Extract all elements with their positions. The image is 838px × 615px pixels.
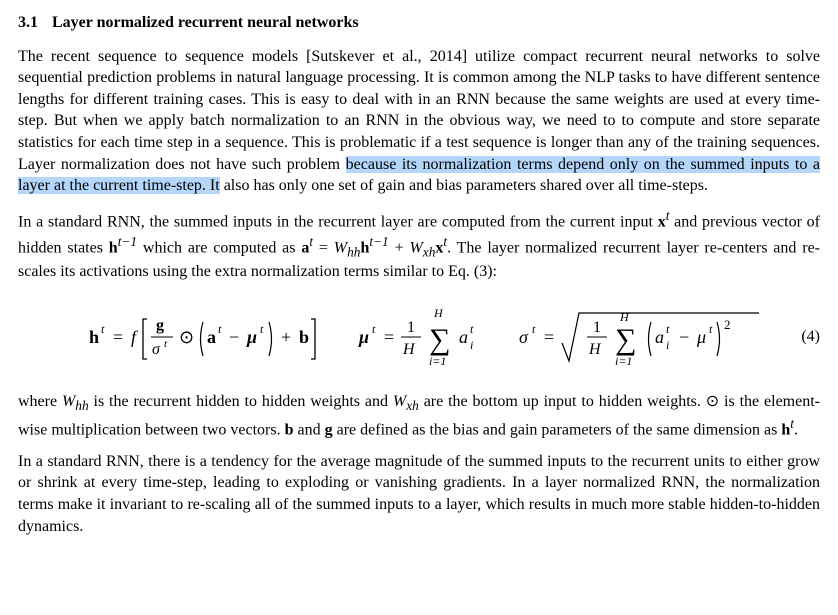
eq-a: a [207, 327, 216, 347]
p3-t2: is the recurrent hidden to hidden weight… [89, 393, 393, 410]
eq-sigma-t: t [164, 338, 168, 350]
eq-sum1: ∑ [429, 323, 450, 356]
eq-lparen1 [201, 322, 204, 356]
p3-sub1: hh [75, 398, 88, 413]
eq-one1: 1 [407, 319, 415, 336]
p2-t1: In a standard RNN, the summed inputs in … [18, 213, 658, 230]
eq-g: g [156, 317, 164, 334]
eq-lbracket [143, 319, 147, 359]
p2-m2: h [109, 239, 118, 256]
equation-number: (4) [801, 326, 820, 348]
p2-m6: W [409, 239, 422, 256]
p3-t6: . [794, 421, 798, 438]
paragraph-3: where Whh is the recurrent hidden to hid… [18, 391, 820, 441]
p2-s5: t−1 [369, 234, 388, 249]
eq-eq2: = [384, 327, 394, 347]
p3-m5: h [781, 421, 790, 438]
eq-mu-t: t [260, 322, 264, 336]
paragraph-1: The recent sequence to sequence models [… [18, 46, 820, 197]
eq-ai-i: i [470, 338, 473, 352]
eq-ai2-t: t [666, 322, 670, 336]
eq-sum1-bot: i=1 [429, 354, 446, 368]
p2-sub6: xh [423, 244, 436, 259]
eq-ai-t: t [470, 322, 474, 336]
eq-ai: a [459, 327, 468, 347]
eq-sigmat-t: t [532, 322, 536, 336]
eq-ht-sup: t [101, 322, 105, 336]
para1-post: also has only one set of gain and bias p… [220, 177, 708, 194]
eq-sigma: σ [152, 341, 161, 358]
p2-m1: x [658, 213, 666, 230]
eq-sum2: ∑ [615, 323, 636, 356]
eq-sigmat: σ [519, 327, 529, 347]
paragraph-4: In a standard RNN, there is a tendency f… [18, 451, 820, 537]
eq-minus1: − [229, 327, 239, 347]
p2-m4: W [334, 239, 347, 256]
p3-t4: and [294, 421, 325, 438]
eq-mu2: μ [696, 327, 706, 347]
eq-ai2-i: i [666, 338, 669, 352]
eq-ai2: a [655, 327, 664, 347]
eq-mut: μ [358, 327, 369, 347]
eq-b: b [299, 327, 309, 347]
para1-pre: The recent sequence to sequence models [… [18, 48, 820, 173]
p2-sub4: hh [347, 244, 360, 259]
eq-eq3: = [544, 327, 554, 347]
eq-H2: H [588, 341, 602, 358]
eq-rparen1 [269, 322, 272, 356]
p3-t1: where [18, 393, 62, 410]
p2-s2: t−1 [118, 234, 137, 249]
eq-mu2-t: t [709, 322, 713, 336]
p3-m4: g [325, 421, 333, 438]
eq-odot: ⊙ [179, 327, 194, 347]
paragraph-2: In a standard RNN, the summed inputs in … [18, 207, 820, 283]
p3-m3: b [285, 421, 294, 438]
p2-t4: = [313, 239, 334, 256]
eq-eq1: = [113, 327, 123, 347]
equation-4: h t = f g σ t ⊙ a t − μ t + b μ t [18, 297, 820, 377]
eq-rbracket [311, 319, 315, 359]
eq-sq: 2 [724, 317, 731, 332]
section-heading: 3.1 Layer normalized recurrent neural net… [18, 12, 820, 34]
section-title: Layer normalized recurrent neural networ… [52, 14, 359, 31]
eq-minus2: − [679, 327, 689, 347]
section-number: 3.1 [18, 14, 38, 31]
eq-mu: μ [246, 327, 257, 347]
eq-sum2-top: H [619, 310, 630, 324]
eq-rparen2 [717, 322, 720, 356]
eq-plus: + [281, 327, 291, 347]
p3-m2: W [393, 393, 406, 410]
p3-sub2: xh [406, 398, 419, 413]
p3-m1: W [62, 393, 75, 410]
eq-H1: H [402, 341, 416, 358]
eq-a-t: t [218, 322, 222, 336]
p2-t5: + [389, 239, 410, 256]
p3-t5: are defined as the bias and gain paramet… [333, 421, 782, 438]
eq-f: f [131, 327, 139, 347]
eq-sum1-top: H [433, 306, 444, 320]
eq-sum2-bot: i=1 [615, 354, 632, 368]
eq-lparen2 [649, 322, 652, 356]
eq-ht: h [89, 327, 99, 347]
equation-svg: h t = f g σ t ⊙ a t − μ t + b μ t [59, 297, 779, 377]
eq-mut-t: t [372, 322, 376, 336]
p2-t3: which are computed as [137, 239, 301, 256]
eq-one2: 1 [593, 319, 601, 336]
